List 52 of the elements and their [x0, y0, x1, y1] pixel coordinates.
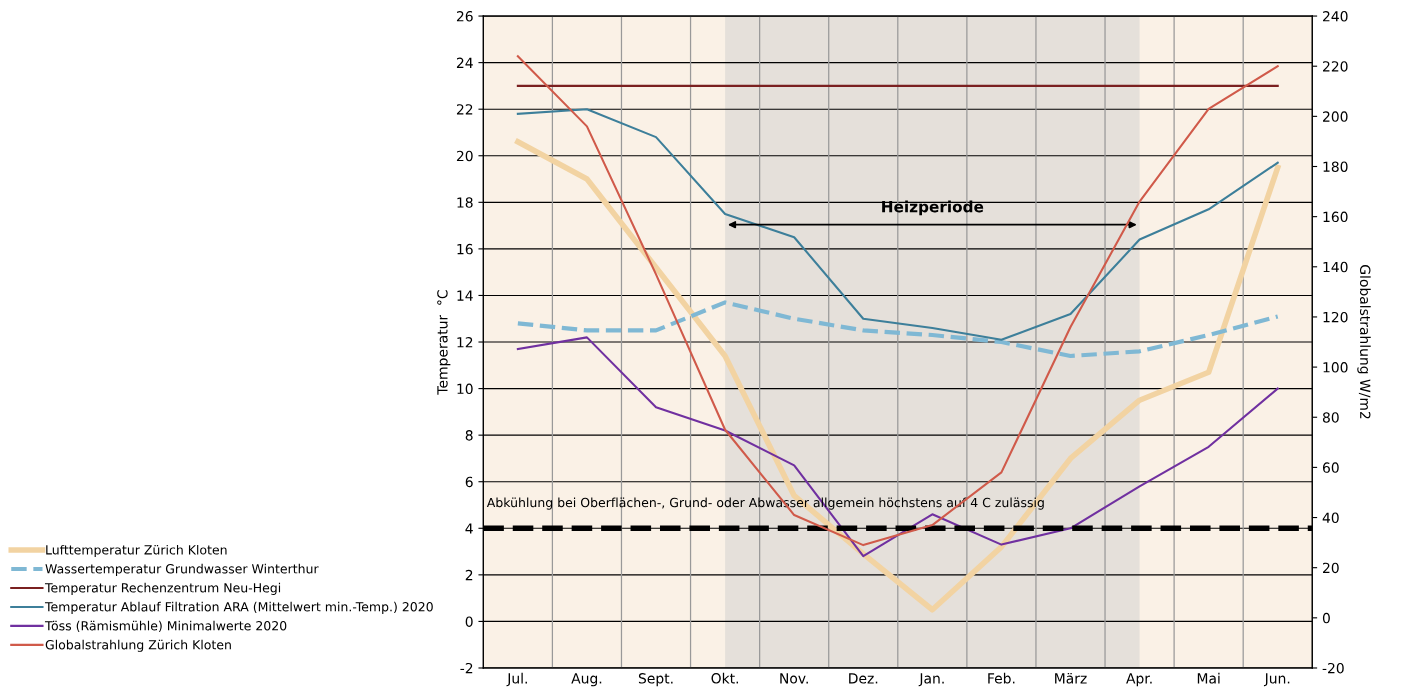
y2-tick-label: 180: [1323, 161, 1348, 172]
y-tick-label: 4: [465, 523, 473, 534]
y2-tick-label: 40: [1322, 512, 1339, 524]
y2-tick-label: 60: [1322, 462, 1339, 473]
y2-tick-label: 220: [1323, 61, 1348, 72]
legend-label: Wassertemperatur Grundwasser Winterthur: [45, 563, 319, 576]
y-tick-label: 20: [456, 150, 473, 162]
legend-label: Töss (Rämismühle) Minimalwerte 2020: [44, 620, 287, 632]
x-tick-label: Jun.: [1263, 673, 1290, 687]
legend-label: Temperatur Rechenzentrum Neu-Hegi: [44, 582, 281, 595]
y-tick-label: 0: [465, 616, 473, 627]
y2-axis-title: Globalstrahlung W/m2: [1357, 265, 1371, 419]
line-series: [516, 108, 1279, 341]
y2-tick-label: -20: [1322, 662, 1344, 674]
y-tick-label: 18: [457, 197, 473, 208]
y2-tick-label: 120: [1323, 311, 1348, 323]
x-tick-label: Feb.: [988, 672, 1015, 684]
y2-tick-label: 160: [1323, 211, 1348, 223]
y-axis-title: Temperatur °C: [437, 290, 451, 395]
legend-label: Globalstrahlung Zürich Kloten: [45, 639, 231, 652]
x-tick-label: Dez.: [849, 673, 878, 684]
x-tick-label: Apr.: [1126, 673, 1152, 687]
x-tick-label: Sept.: [638, 673, 673, 687]
line-series: [515, 300, 1280, 359]
legend-label: Lufttemperatur Zürich Kloten: [46, 544, 227, 557]
y2-tick-label: 100: [1323, 362, 1348, 373]
legend-label: Temperatur Ablauf Filtration ARA (Mittelwert min.-Temp.) 2020: [44, 601, 433, 614]
x-tick-label: März: [1055, 672, 1087, 684]
x-tick-label: Nov.: [780, 673, 808, 684]
y2-tick-label: 140: [1323, 261, 1348, 273]
y-tick-label: 8: [465, 430, 473, 441]
y2-tick-label: 200: [1323, 111, 1348, 122]
y-tick-label: 24: [456, 57, 473, 68]
x-tick-label: Okt.: [711, 672, 739, 684]
y2-tick-label: 80: [1322, 412, 1339, 423]
x-tick-label: Aug.: [571, 673, 602, 687]
y-tick-label: 14: [457, 290, 473, 301]
band-label: Heizperiode: [882, 200, 984, 216]
y-tick-label: 22: [456, 104, 473, 115]
y-tick-label: 2: [465, 569, 473, 581]
x-tick-label: Jul.: [506, 672, 527, 687]
y-tick-label: 10: [457, 383, 473, 395]
y2-tick-label: 0: [1322, 612, 1330, 624]
y-tick-label: -2: [460, 662, 473, 674]
y2-tick-label: 20: [1323, 562, 1339, 574]
y-tick-label: 16: [457, 243, 473, 255]
x-tick-label: Mai: [1197, 672, 1220, 684]
y-tick-label: 6: [465, 476, 473, 488]
y-tick-label: 12: [457, 336, 473, 348]
y2-tick-label: 240: [1323, 11, 1348, 22]
x-tick-label: Jan.: [918, 673, 944, 687]
y-tick-label: 26: [456, 11, 473, 22]
